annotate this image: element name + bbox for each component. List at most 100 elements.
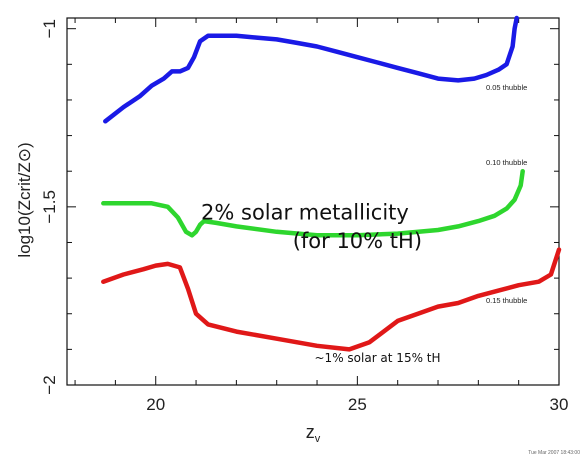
series-point-0 — [515, 16, 519, 20]
series-point-1 — [198, 223, 202, 227]
series-point-0 — [121, 105, 126, 109]
series-point-2 — [234, 330, 238, 334]
series-point-0 — [505, 62, 509, 66]
axis-titles: zv log10(Zcrit/Z⊙) — [15, 142, 321, 445]
series-point-2 — [496, 289, 501, 293]
series-point-2 — [537, 280, 541, 284]
series-point-2 — [315, 344, 319, 348]
series-point-1 — [194, 230, 198, 234]
series-point-1 — [436, 228, 440, 232]
series-point-2 — [194, 312, 198, 316]
y-tick-label: −1 — [40, 19, 59, 38]
series-point-1 — [234, 224, 238, 228]
series-point-2 — [367, 340, 372, 344]
series-point-2 — [178, 265, 182, 269]
series-point-1 — [275, 230, 279, 234]
series-point-2 — [456, 301, 460, 305]
series-line-0 — [103, 15, 519, 124]
x-axis-title-sub: v — [315, 433, 321, 445]
plot-border — [66, 17, 560, 386]
series-point-0 — [496, 68, 501, 72]
series-point-0 — [206, 34, 210, 38]
series-point-1 — [519, 183, 523, 188]
series-point-0 — [178, 69, 182, 73]
series-point-2 — [476, 294, 480, 298]
series-point-1 — [184, 230, 188, 234]
series-point-0 — [436, 77, 440, 81]
series-point-0 — [295, 41, 299, 45]
footer-text: Tue Mar 2007 18:43:00 — [528, 450, 580, 456]
x-axis-title: zv — [306, 422, 321, 445]
series-point-0 — [103, 119, 107, 123]
series-point-0 — [138, 94, 142, 98]
series-point-0 — [456, 78, 460, 82]
series-point-2 — [275, 337, 279, 341]
series-point-0 — [335, 50, 339, 54]
series-layer — [101, 15, 562, 352]
series-point-1 — [150, 201, 154, 205]
series-point-0 — [472, 77, 476, 81]
series-point-2 — [549, 272, 553, 277]
series-point-1 — [315, 233, 319, 237]
plot-frame — [66, 17, 560, 386]
y-axis-title: log10(Zcrit/Z⊙) — [15, 142, 34, 257]
series-point-2 — [186, 287, 190, 291]
annotation-2: ~1% solar at 15% tH — [315, 351, 441, 365]
y-tick-label: −1.5 — [40, 190, 59, 224]
series-point-2 — [557, 248, 561, 252]
x-tick-label: 30 — [550, 395, 569, 414]
series-point-2 — [121, 272, 126, 277]
series-point-2 — [154, 264, 158, 268]
labels-layer: 0.05 thubble 0.10 thubble 0.15 thubble — [486, 83, 527, 305]
series-point-0 — [254, 36, 259, 40]
series-label-green: 0.10 thubble — [486, 158, 527, 167]
series-point-1 — [492, 214, 497, 218]
series-point-0 — [218, 34, 222, 38]
series-point-1 — [176, 215, 180, 220]
series-point-0 — [315, 44, 319, 49]
series-point-0 — [150, 84, 154, 88]
series-point-1 — [214, 221, 218, 225]
series-point-0 — [513, 27, 517, 31]
series-point-1 — [190, 233, 194, 237]
series-point-2 — [166, 262, 170, 266]
y-tick-label: −2 — [40, 375, 59, 394]
series-line-2 — [101, 247, 562, 352]
series-point-0 — [484, 73, 488, 77]
series-point-0 — [192, 55, 196, 59]
series-point-1 — [125, 201, 130, 205]
series-point-0 — [186, 66, 190, 70]
annotation-1: (for 10% tH) — [293, 229, 422, 253]
series-point-1 — [166, 205, 170, 209]
series-point-0 — [510, 44, 515, 49]
series-point-1 — [396, 232, 400, 236]
series-point-1 — [101, 201, 105, 205]
series-point-0 — [162, 77, 166, 81]
series-point-2 — [416, 312, 420, 316]
series-point-1 — [202, 219, 206, 223]
series-label-red: 0.15 thubble — [486, 296, 527, 305]
series-point-2 — [436, 305, 440, 309]
annotation-0: 2% solar metallicity — [201, 200, 409, 224]
series-line-1 — [101, 168, 525, 238]
series-point-0 — [396, 66, 400, 70]
y-axis-title-text: log10(Zcrit/Z⊙) — [15, 142, 34, 257]
series-point-2 — [347, 347, 351, 351]
series-point-0 — [416, 71, 420, 75]
series-point-1 — [476, 219, 480, 223]
series-point-2 — [396, 319, 400, 323]
series-point-2 — [101, 280, 105, 284]
series-label-blue: 0.05 thubble — [486, 83, 527, 92]
series-point-2 — [142, 267, 146, 271]
series-point-0 — [234, 34, 238, 38]
series-point-2 — [517, 283, 521, 287]
series-point-0 — [198, 39, 202, 43]
series-point-0 — [375, 60, 380, 65]
series-point-1 — [456, 224, 460, 228]
series-point-0 — [170, 69, 174, 73]
series-point-2 — [206, 322, 210, 326]
series-point-1 — [513, 198, 517, 202]
axis-ticks: 20 25 30 −1 −1.5 −2 — [40, 18, 568, 414]
x-tick-label: 25 — [348, 395, 367, 414]
